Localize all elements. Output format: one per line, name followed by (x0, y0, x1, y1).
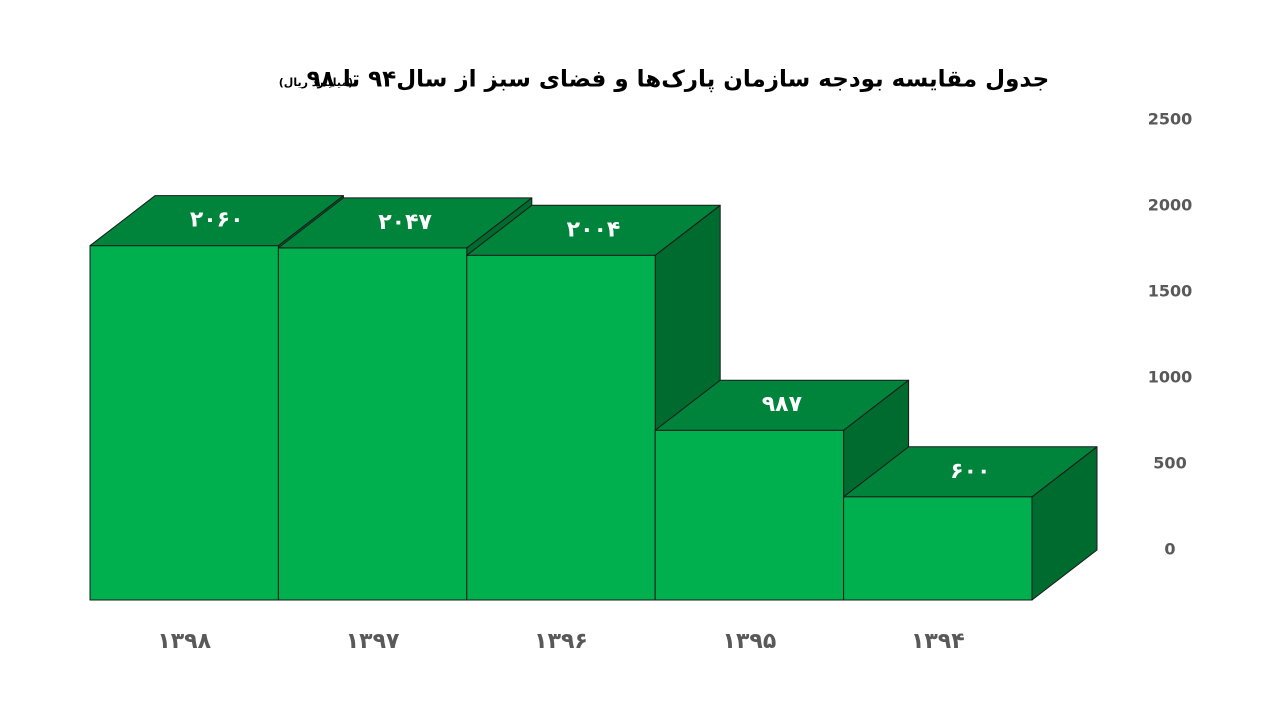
bar-top (277, 197, 533, 249)
x-tick-label: ۱۳۹۷ (346, 629, 400, 654)
value-label: ۲۰۰۴ (567, 217, 621, 242)
bar-top (89, 195, 344, 247)
plot-area (89, 195, 1098, 601)
bar (277, 247, 468, 601)
bar (466, 254, 656, 601)
bar (843, 496, 1033, 601)
chart-subtitle: (میلیارد ریال) (279, 76, 353, 89)
y-tick-label: 500 (1153, 454, 1186, 473)
y-tick-label: 1000 (1148, 368, 1193, 387)
x-tick-label: ۱۳۹۴ (911, 629, 965, 654)
value-label: ۶۰۰ (950, 459, 990, 484)
y-tick-label: 1500 (1148, 282, 1193, 301)
value-label: ۲۰۶۰ (190, 208, 244, 233)
bar-top (843, 446, 1098, 498)
y-tick-label: 2500 (1148, 110, 1193, 129)
x-tick-label: ۱۳۹۵ (723, 629, 777, 654)
value-label: ۹۸۷ (762, 392, 803, 417)
bar-top (654, 379, 910, 431)
y-tick-label: 0 (1164, 540, 1175, 559)
bar-top (466, 204, 721, 256)
y-tick-label: 2000 (1148, 196, 1193, 215)
value-label: ۲۰۴۷ (378, 210, 432, 235)
x-tick-label: ۱۳۹۸ (157, 629, 211, 654)
chart-title: جدول مقایسه بودجه سازمان پارک‌ها و فضای … (307, 67, 1049, 93)
bar (89, 245, 279, 601)
x-tick-label: ۱۳۹۶ (534, 629, 588, 654)
bar (654, 429, 845, 601)
